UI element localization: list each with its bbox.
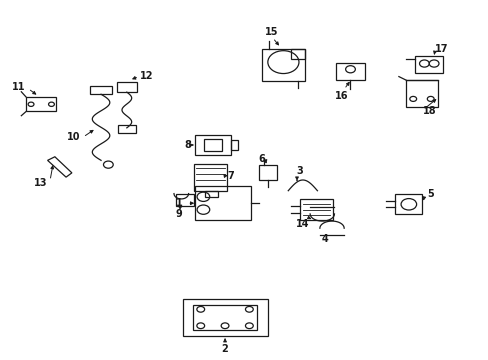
Text: 10: 10 [66,132,80,142]
Text: 15: 15 [264,27,277,37]
Text: 5: 5 [426,189,433,199]
Bar [193,305,256,330]
Bar [194,135,231,156]
Text: 1: 1 [175,198,182,208]
Text: 17: 17 [434,44,447,54]
Bar [182,299,267,336]
Bar [394,194,422,214]
Bar [290,49,305,59]
Text: 9: 9 [175,209,182,219]
Bar [176,194,194,206]
Bar [406,80,437,107]
Text: 12: 12 [140,71,153,81]
Text: 13: 13 [34,178,47,188]
Text: 3: 3 [295,166,302,176]
Bar [194,186,250,220]
Bar [261,49,305,81]
Bar [204,190,218,197]
Bar [299,199,332,220]
Bar [259,165,276,180]
Text: 6: 6 [258,154,264,163]
Text: 4: 4 [321,234,327,244]
Text: 2: 2 [221,344,228,354]
Text: 11: 11 [12,82,26,92]
Bar [117,82,136,92]
Text: 14: 14 [296,219,309,229]
Text: 18: 18 [423,107,436,116]
Text: 7: 7 [227,171,234,181]
Bar [231,140,238,150]
Bar [194,164,226,190]
Bar [414,56,442,73]
Bar [118,125,135,133]
Text: 8: 8 [184,140,191,150]
Text: 16: 16 [334,91,348,102]
Bar [90,86,112,94]
Bar [26,97,56,111]
Bar [203,139,221,152]
Bar [335,63,365,80]
